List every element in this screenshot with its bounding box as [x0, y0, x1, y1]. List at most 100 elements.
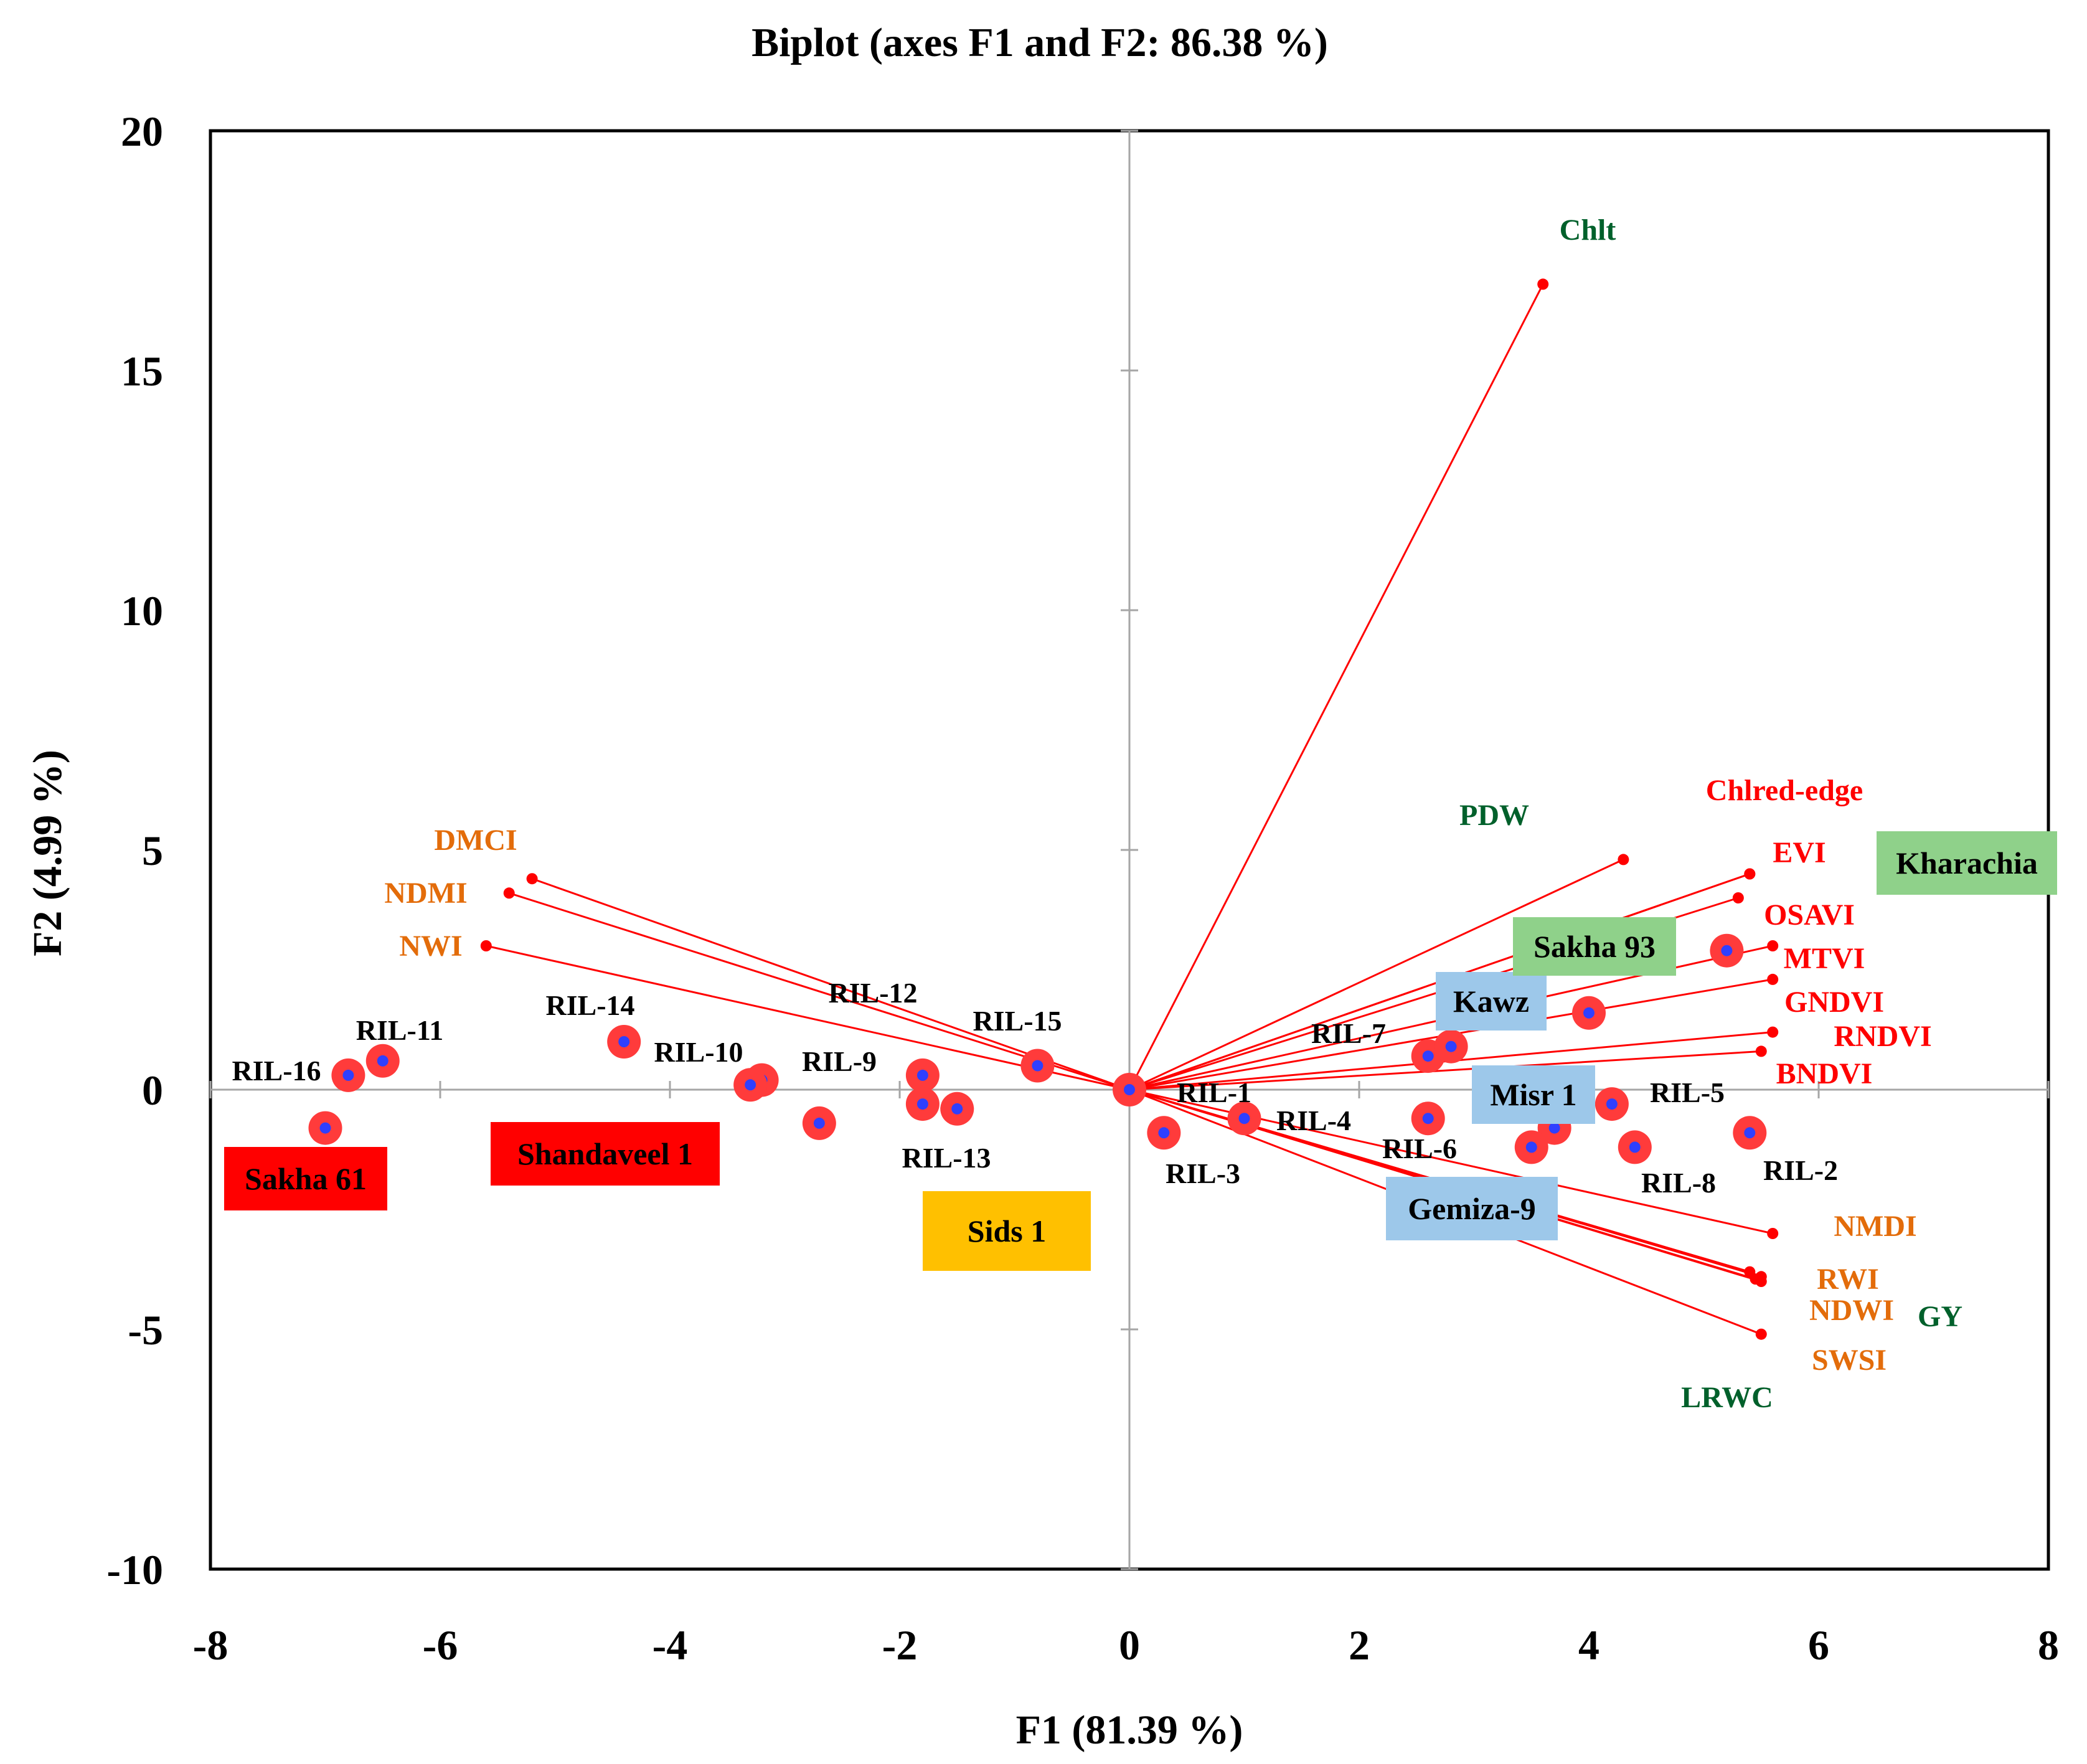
observation-label-ril-9: RIL-9	[802, 1045, 877, 1077]
x-tick-label: 4	[1578, 1621, 1599, 1669]
variable-label-swsi: SWSI	[1812, 1344, 1887, 1377]
y-tick-label: 5	[142, 827, 163, 874]
group-box-sids-1	[923, 1191, 1091, 1271]
group-label-sakha-93: Sakha 93	[1533, 929, 1656, 964]
variable-label-nwi: NWI	[399, 930, 462, 963]
x-tick-label: 8	[2038, 1621, 2059, 1669]
observation-core-ril-12	[916, 1069, 928, 1081]
group-label-gemiza-9: Gemiza-9	[1408, 1191, 1535, 1226]
observation-label-ril-1: RIL-1	[1177, 1077, 1251, 1108]
observation-label-ril-7: RIL-7	[1311, 1017, 1386, 1049]
x-axis-title: F1 (81.39 %)	[1016, 1707, 1243, 1753]
y-tick-label: 15	[121, 347, 163, 395]
y-tick-label: 10	[121, 587, 163, 634]
observation-label-ril-12: RIL-12	[828, 977, 917, 1009]
group-box-kharachia	[1877, 831, 2057, 895]
observation-core-ril-6	[1422, 1113, 1434, 1125]
observation-core-sakha-93	[1583, 1007, 1595, 1019]
observation-core-ril-16	[342, 1069, 354, 1081]
observation-core-ril-3	[1158, 1127, 1170, 1139]
observation-label-ril-3: RIL-3	[1166, 1158, 1240, 1189]
vector-tip-swsi	[1755, 1328, 1767, 1340]
variable-label-pdw: PDW	[1459, 799, 1529, 832]
variable-label-rwi: RWI	[1817, 1263, 1879, 1296]
x-tick-label: 0	[1119, 1621, 1140, 1669]
observation-label-ril-8: RIL-8	[1641, 1167, 1716, 1199]
variable-label-mtvi: MTVI	[1784, 942, 1865, 975]
vector-tip-lrwc	[1750, 1273, 1761, 1285]
vector-tip-nmdi	[1767, 1228, 1779, 1239]
observation-core-ril-15	[1032, 1060, 1044, 1072]
observation-label-ril-14: RIL-14	[545, 989, 634, 1021]
group-box-shandaveel-1	[491, 1122, 720, 1186]
group-label-shandaveel-1: Shandaveel 1	[517, 1136, 693, 1171]
vector-bndvi	[1129, 1050, 1761, 1091]
variable-label-dmci: DMCI	[434, 824, 517, 857]
group-box-gemiza-9	[1386, 1177, 1558, 1240]
variable-label-ndwi: NDWI	[1809, 1294, 1894, 1327]
vector-tip-osavi	[1732, 892, 1744, 903]
observation-label-ril-10: RIL-10	[654, 1036, 743, 1068]
vector-tip-chlt	[1537, 278, 1549, 290]
observation-label-ril-15: RIL-15	[973, 1005, 1062, 1037]
observation-label-ril-16: RIL-16	[232, 1055, 321, 1087]
observation-core-sakha-61	[319, 1122, 331, 1134]
x-tick-label: 6	[1808, 1621, 1829, 1669]
vector-tip-mtvi	[1767, 940, 1779, 951]
vector-tip-evi	[1744, 868, 1756, 880]
x-tick-label: 2	[1349, 1621, 1370, 1669]
y-tick-label: 20	[121, 108, 163, 155]
group-label-kharachia: Kharachia	[1896, 846, 2038, 880]
vector-chlt	[1128, 283, 1544, 1090]
variable-label-chlred-edge: Chlred-edge	[1706, 774, 1863, 807]
group-box-sakha-93	[1513, 917, 1676, 976]
observation-core-ril-4	[1238, 1113, 1250, 1125]
chart-title: Biplot (axes F1 and F2: 86.38 %)	[751, 20, 1328, 65]
variable-label-osavi: OSAVI	[1764, 899, 1855, 932]
variable-label-nmdi: NMDI	[1834, 1210, 1916, 1243]
variable-label-gy: GY	[1918, 1300, 1962, 1333]
observation-core-ril-1	[1124, 1084, 1135, 1095]
y-tick-label: 0	[142, 1067, 163, 1114]
y-tick-label: -5	[128, 1306, 163, 1354]
observation-core-ril-7	[1422, 1050, 1434, 1062]
labels-layer: Chlt PDW Chlred-edge EVI OSAVI MTVI GNDVIRNDVI…	[224, 214, 2057, 1414]
observation-core-gemiza-9	[1525, 1141, 1537, 1153]
x-tick-label: -8	[193, 1621, 228, 1669]
group-box-sakha-61	[224, 1147, 387, 1210]
observation-core-ril-8	[1629, 1141, 1641, 1153]
y-axis-title: F2 (4.99 %)	[25, 750, 70, 956]
group-label-sakha-61: Sakha 61	[245, 1161, 367, 1196]
observation-core-kawz	[1445, 1040, 1457, 1052]
vector-tip-gndvi	[1767, 973, 1779, 985]
group-label-sids-1: Sids 1	[968, 1214, 1046, 1248]
observation-core-sids-1	[951, 1103, 963, 1115]
variable-label-chlt: Chlt	[1560, 214, 1616, 247]
observation-core-ril-11	[377, 1055, 389, 1067]
observation-core-misr-1	[1548, 1122, 1560, 1134]
variable-label-lrwc: LRWC	[1681, 1381, 1773, 1414]
points-layer	[308, 933, 1767, 1164]
group-label-kawz: Kawz	[1453, 984, 1529, 1019]
group-box-misr-1	[1472, 1065, 1595, 1124]
variable-label-evi: EVI	[1773, 836, 1826, 869]
group-label-misr-1: Misr 1	[1490, 1077, 1576, 1112]
variable-label-bndvi: BNDVI	[1776, 1057, 1873, 1090]
vector-pdw	[1129, 859, 1624, 1091]
x-tick-label: -2	[882, 1621, 918, 1669]
observation-label-ril-2: RIL-2	[1763, 1154, 1838, 1186]
observation-core-kharachia	[1721, 945, 1733, 956]
observation-core-ril-13	[916, 1098, 928, 1110]
variable-label-gndvi: GNDVI	[1784, 986, 1884, 1019]
variable-label-rndvi: RNDVI	[1834, 1020, 1931, 1053]
vector-tip-dmci	[526, 873, 538, 885]
observation-label-ril-4: RIL-4	[1276, 1105, 1351, 1136]
observation-core-ril-2	[1744, 1127, 1756, 1139]
observation-label-ril-5: RIL-5	[1650, 1077, 1725, 1108]
x-tick-label: -4	[652, 1621, 688, 1669]
y-tick-label: -10	[106, 1546, 163, 1593]
vector-tip-bndvi	[1755, 1045, 1767, 1057]
group-box-kawz	[1436, 972, 1547, 1031]
vector-tip-pdw	[1618, 854, 1629, 865]
